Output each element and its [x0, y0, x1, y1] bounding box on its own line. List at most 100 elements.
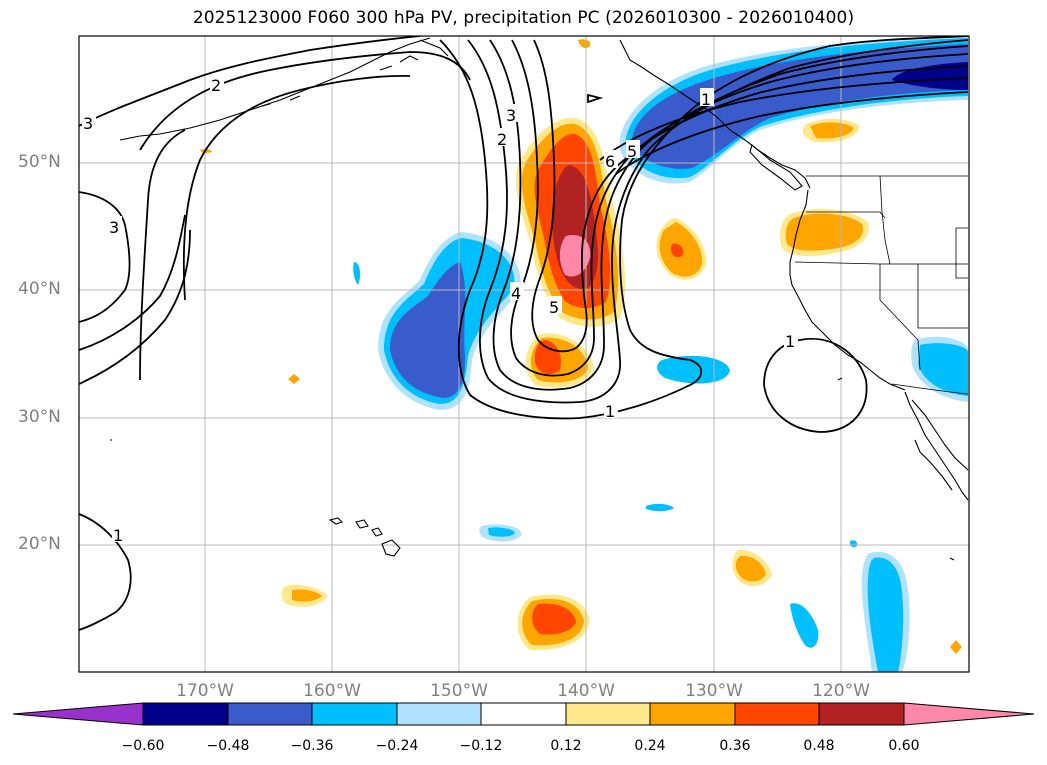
- colorbar-bin-5: [480, 702, 567, 726]
- map-frame: [78, 35, 970, 673]
- pv-label-3c: 3: [506, 106, 516, 125]
- colorbar-tick-pos012: 0.12: [550, 738, 582, 754]
- pv-contour-trough-7: [615, 91, 969, 175]
- lon-label-120w: 120°W: [812, 681, 870, 701]
- vancouver-island: [749, 144, 803, 191]
- nv-az-border: [917, 264, 968, 329]
- state-borders: [794, 175, 969, 395]
- lat-label-20n: 20°N: [18, 534, 61, 554]
- ca-nv-border: [879, 264, 921, 371]
- pv-label-4: 4: [511, 284, 521, 303]
- positive-cell-a-red: [534, 340, 562, 375]
- colorbar-bin-2: [227, 702, 313, 726]
- wa-or-border: [806, 211, 886, 219]
- colorbar-bin-4: [396, 702, 482, 726]
- pv-label-6: 6: [605, 152, 615, 171]
- positive-cell-f-orange: [785, 213, 863, 251]
- positive-cell-h: [288, 374, 300, 384]
- negative-blob-royal: [390, 262, 466, 398]
- pv-contour-trough-6: [599, 77, 969, 161]
- baja-california: [904, 391, 969, 501]
- negative-cell-g-core: [918, 343, 968, 396]
- colorbar-bin-8: [734, 702, 820, 726]
- hawaii-islands: [328, 517, 401, 557]
- pv-label-5a: 5: [549, 298, 559, 317]
- map-area: 2 3 3 2 3 4 5 6 5 1 1 1 1: [79, 36, 969, 672]
- pv-contour-2-west: [139, 51, 471, 151]
- pv-label-1a: 1: [605, 402, 615, 421]
- colorbar-tick-pos048: 0.48: [803, 738, 835, 754]
- map-title: 2025123000 F060 300 hPa PV, precipitatio…: [192, 8, 855, 28]
- pv-contour-2-sw: [79, 214, 186, 351]
- utah-border: [955, 227, 968, 279]
- pv-label-5b: 5: [627, 142, 637, 161]
- pv-label-1d: 1: [701, 90, 711, 109]
- colorbar-tick-neg060: −0.60: [121, 738, 165, 754]
- negative-cell-a: [657, 355, 730, 384]
- negative-cell-b-core: [488, 527, 515, 537]
- colorbar-tick-neg048: −0.48: [206, 738, 250, 754]
- pv-contour-trough-3: [489, 39, 969, 391]
- colorbar-tick-neg024: −0.24: [375, 738, 419, 754]
- lat-label-40n: 40°N: [18, 279, 61, 299]
- colorbar-tick-neg012: −0.12: [459, 738, 503, 754]
- mexico-coast: [914, 439, 953, 491]
- pv-label-1c: 1: [113, 526, 123, 545]
- bc-coast: [619, 39, 811, 189]
- positive-cell-d-orange: [292, 589, 322, 602]
- pv-contour-labels: 2 3 3 2 3 4 5 6 5 1 1 1 1: [82, 74, 798, 545]
- negative-cell-e: [790, 603, 819, 648]
- colorbar-bin-3: [311, 702, 398, 726]
- positive-cell-g-orange: [810, 122, 854, 139]
- positive-cell-e-orange: [735, 555, 766, 582]
- pv-contour-trough-5: [531, 39, 969, 353]
- pv-contour-inner-2: [139, 129, 186, 381]
- lat-label-30n: 30°N: [18, 407, 61, 427]
- pv-label-2a: 2: [211, 76, 221, 95]
- us-west-coast: [789, 189, 906, 391]
- positive-cell-k: [578, 39, 591, 48]
- pv-label-3a: 3: [83, 114, 93, 133]
- colorbar-bin-9: [818, 702, 905, 726]
- colorbar-bin-1: [142, 702, 229, 726]
- pv-label-1b: 1: [785, 332, 795, 351]
- pv-contour-trough-4: [510, 39, 969, 377]
- lon-label-130w: 130°W: [685, 681, 743, 701]
- positive-cell-c-red: [532, 603, 576, 635]
- alaska-islands: [261, 39, 449, 107]
- pv-contour-small: [587, 93, 604, 104]
- colorbar-extend-min: [12, 702, 144, 726]
- pv-contour-1-closed: [763, 338, 868, 433]
- colorbar-bin-7: [649, 702, 736, 726]
- misc-islands: [110, 377, 955, 561]
- pv-contour-trough-1: [439, 36, 969, 420]
- idaho-border: [879, 175, 891, 265]
- lon-label-150w: 150°W: [430, 681, 488, 701]
- pv-contour-inner-1: [182, 74, 411, 301]
- positive-cell-j: [950, 640, 962, 654]
- negative-band-navy: [892, 62, 968, 90]
- colorbar: [12, 702, 1035, 726]
- pv-contours: [79, 36, 969, 631]
- pv-contour-3-sw: [79, 191, 131, 323]
- colorbar-tick-neg036: −0.36: [290, 738, 334, 754]
- negative-cell-d: [353, 262, 361, 285]
- pv-contour-3-west: [79, 36, 421, 127]
- colorbar-bin-6: [565, 702, 651, 726]
- colorbar-extend-max: [903, 702, 1035, 726]
- colorbar-tick-pos024: 0.24: [634, 738, 666, 754]
- colorbar-tick-pos036: 0.36: [719, 738, 751, 754]
- lon-label-160w: 160°W: [303, 681, 361, 701]
- positive-cell-b-red: [670, 243, 684, 258]
- pv-contour-2-sw-outer: [79, 229, 191, 385]
- negative-cell-c: [646, 503, 674, 512]
- negative-cell-f-core: [867, 557, 904, 672]
- graticule: [79, 36, 969, 672]
- lon-label-140w: 140°W: [557, 681, 615, 701]
- negative-band-royal: [631, 44, 968, 169]
- us-mexico-border: [891, 383, 969, 395]
- colorbar-tick-pos060: 0.60: [888, 738, 920, 754]
- pv-label-2b: 2: [497, 130, 507, 149]
- lat-label-50n: 50°N: [18, 152, 61, 172]
